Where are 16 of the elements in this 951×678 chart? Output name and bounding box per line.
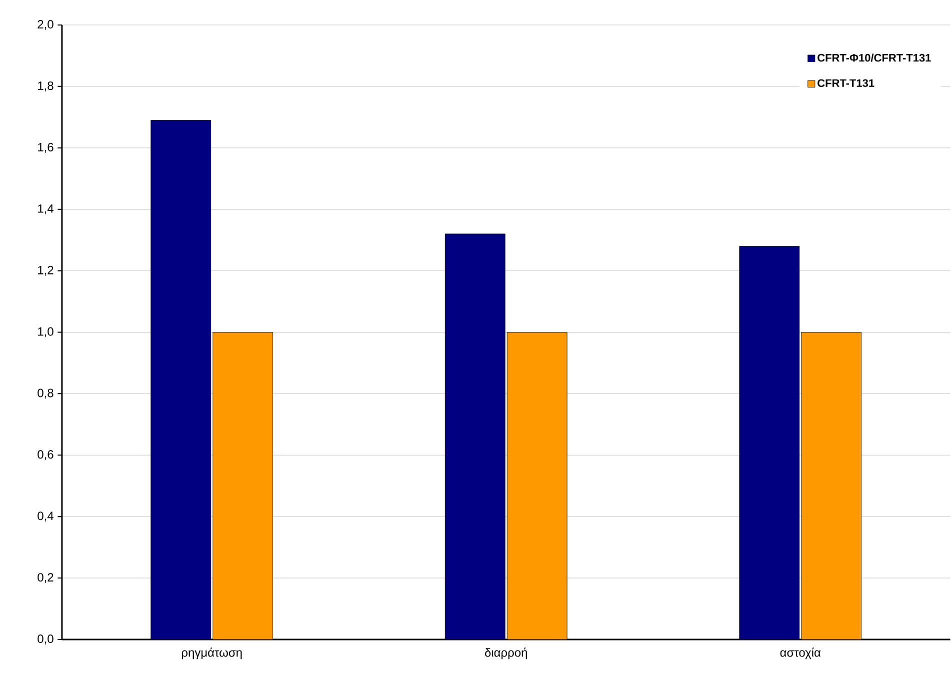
y-tick-label: 1,6: [38, 142, 54, 153]
y-tick-label: 1,4: [38, 204, 54, 214]
legend-label: CFRT-Φ10/CFRT-T131: [818, 53, 931, 62]
x-tick-label: διαρροή: [484, 647, 527, 659]
y-tick-label: 1,2: [38, 266, 54, 276]
x-tick-label: αστοχία: [780, 647, 821, 659]
y-tick-label: 1,0: [38, 327, 54, 337]
y-tick-label: 0,8: [38, 388, 54, 398]
legend-label: CFRT-T131: [818, 78, 874, 87]
y-tick-label: 0,2: [38, 572, 54, 583]
y-tick-label: 2,0: [38, 20, 54, 30]
y-tick-label: 1,8: [38, 81, 54, 92]
x-tick-label: ρηγμάτωση: [182, 647, 242, 659]
y-tick-label: 0,0: [38, 634, 54, 644]
y-tick-label: 0,6: [38, 450, 54, 460]
y-tick-label: 0,4: [38, 511, 54, 522]
